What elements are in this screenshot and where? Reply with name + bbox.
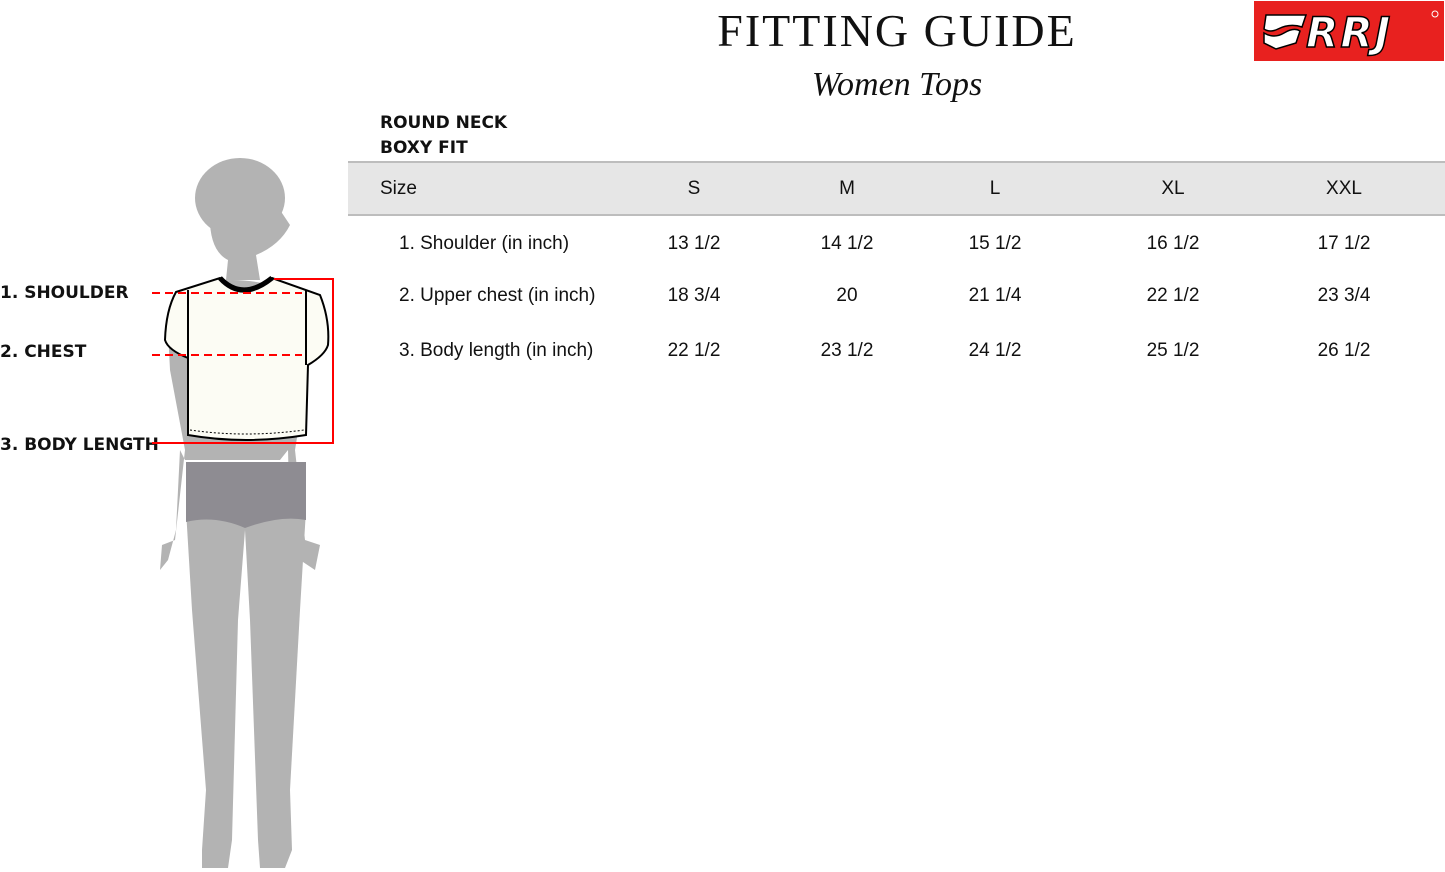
table-cell: 15 1/2 xyxy=(968,233,1022,254)
table-cell: 23 1/2 xyxy=(820,340,874,361)
table-header xyxy=(348,161,1445,216)
header-m: M xyxy=(839,178,855,199)
header-s: S xyxy=(687,178,701,199)
header-size: Size xyxy=(380,178,417,199)
svg-text:RRJ: RRJ xyxy=(1306,8,1392,57)
page-subtitle: Women Tops xyxy=(811,66,983,103)
page-title: FITTING GUIDE xyxy=(717,5,1077,56)
style-fit: BOXY FIT xyxy=(380,138,468,158)
label-body-length: 3. BODY LENGTH xyxy=(0,435,159,455)
style-neck: ROUND NECK xyxy=(380,113,508,133)
row-label: 1. Shoulder (in inch) xyxy=(399,233,570,254)
table-cell: 24 1/2 xyxy=(968,340,1022,361)
table-cell: 26 1/2 xyxy=(1317,340,1371,361)
table-cell: 23 3/4 xyxy=(1317,285,1371,306)
table-cell: 13 1/2 xyxy=(667,233,721,254)
woman-silhouette-figure xyxy=(152,158,334,868)
table-cell: 14 1/2 xyxy=(820,233,874,254)
table-cell: 25 1/2 xyxy=(1146,340,1200,361)
table-cell: 18 3/4 xyxy=(667,285,721,306)
table-cell: 16 1/2 xyxy=(1146,233,1200,254)
label-chest: 2. CHEST xyxy=(0,342,87,362)
table-cell: 17 1/2 xyxy=(1317,233,1371,254)
header-xxl: XXL xyxy=(1326,178,1362,199)
brand-logo: RRJ xyxy=(1254,1,1444,61)
header-l: L xyxy=(989,178,1001,199)
label-shoulder: 1. SHOULDER xyxy=(0,283,129,303)
table-cell: 21 1/4 xyxy=(968,285,1022,306)
row-label: 3. Body length (in inch) xyxy=(399,340,594,361)
header-xl: XL xyxy=(1161,178,1185,199)
table-cell: 20 xyxy=(836,285,858,306)
table-cell: 22 1/2 xyxy=(1146,285,1200,306)
table-cell: 22 1/2 xyxy=(667,340,721,361)
row-label: 2. Upper chest (in inch) xyxy=(399,285,596,306)
